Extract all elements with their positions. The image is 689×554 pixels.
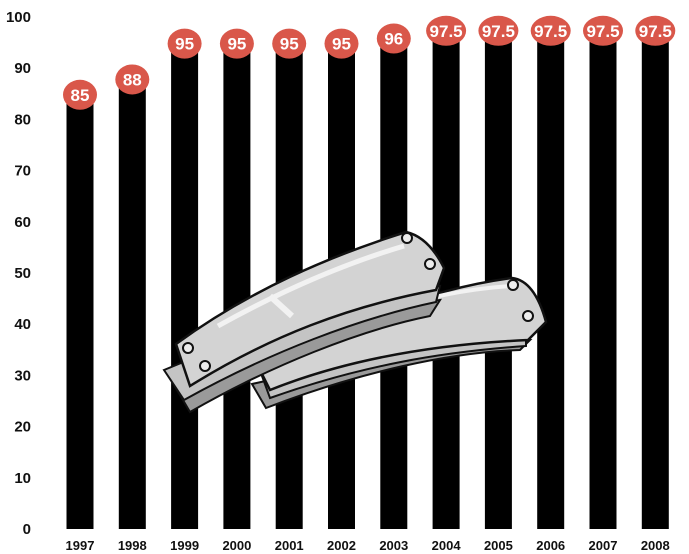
value-label: 85	[71, 86, 90, 105]
y-tick-label: 90	[14, 60, 31, 77]
value-label: 95	[227, 35, 246, 54]
x-tick-label: 1998	[118, 538, 147, 553]
bar	[171, 42, 199, 529]
y-tick-label: 100	[6, 9, 31, 26]
value-label-bubble	[115, 64, 150, 95]
leaf-spring-upper	[162, 230, 446, 414]
value-label: 97.5	[534, 22, 567, 41]
value-label-bubble	[426, 15, 467, 46]
leaf-spring-icon	[162, 230, 548, 414]
y-axis: 0 10 20 30 40 50 60 70 80 90 100	[6, 9, 31, 538]
value-label-bubble	[219, 28, 254, 59]
y-tick-label: 0	[23, 521, 31, 538]
value-label: 95	[332, 35, 351, 54]
value-label: 97.5	[586, 22, 619, 41]
bar	[589, 29, 617, 530]
y-tick-label: 40	[14, 316, 31, 333]
bar	[537, 29, 565, 530]
leaf-spring-lower	[250, 276, 548, 410]
x-tick-label: 2000	[222, 538, 251, 553]
x-tick-label: 2007	[589, 538, 618, 553]
value-label-bubble	[376, 23, 411, 54]
y-tick-label: 60	[14, 214, 31, 231]
value-label: 97.5	[639, 22, 672, 41]
value-label-bubble	[530, 15, 571, 46]
x-tick-label: 1999	[170, 538, 199, 553]
y-tick-label: 10	[14, 470, 31, 487]
value-label-bubble	[272, 28, 307, 59]
bar	[641, 29, 669, 530]
value-label: 88	[123, 70, 142, 89]
value-labels: 85 88 95 95 95 95 96 97.5 97.5 97.5 97.5 97.5	[63, 15, 676, 110]
value-label-bubble	[583, 15, 623, 46]
y-tick-label: 30	[14, 367, 31, 384]
bar	[66, 93, 94, 530]
x-tick-label: 2008	[641, 538, 670, 553]
x-tick-label: 2004	[432, 538, 462, 553]
value-label: 96	[384, 29, 403, 48]
x-tick-label: 2005	[484, 538, 513, 553]
value-label: 95	[280, 35, 299, 54]
value-label-bubble	[478, 15, 519, 46]
bar	[223, 42, 251, 529]
value-label-bubble	[63, 79, 97, 110]
x-tick-label: 1997	[66, 538, 95, 553]
y-tick-label: 50	[14, 265, 31, 282]
y-tick-label: 70	[14, 163, 31, 180]
category-labels: 1997 1998 1999 2000 2001 2002 2003 2004 2005 2006…	[66, 538, 670, 553]
value-label-bubble	[167, 28, 202, 59]
y-tick-label: 20	[14, 419, 31, 436]
value-label: 95	[175, 35, 194, 54]
value-label-bubble	[324, 28, 359, 59]
y-tick-label: 80	[14, 111, 31, 128]
x-tick-label: 2002	[327, 538, 356, 553]
bar	[118, 78, 146, 529]
x-tick-label: 2001	[275, 538, 304, 553]
value-label-bubble	[635, 15, 676, 46]
x-tick-label: 2003	[379, 538, 408, 553]
x-tick-label: 2006	[536, 538, 565, 553]
value-label: 97.5	[430, 22, 463, 41]
value-label: 97.5	[482, 22, 515, 41]
